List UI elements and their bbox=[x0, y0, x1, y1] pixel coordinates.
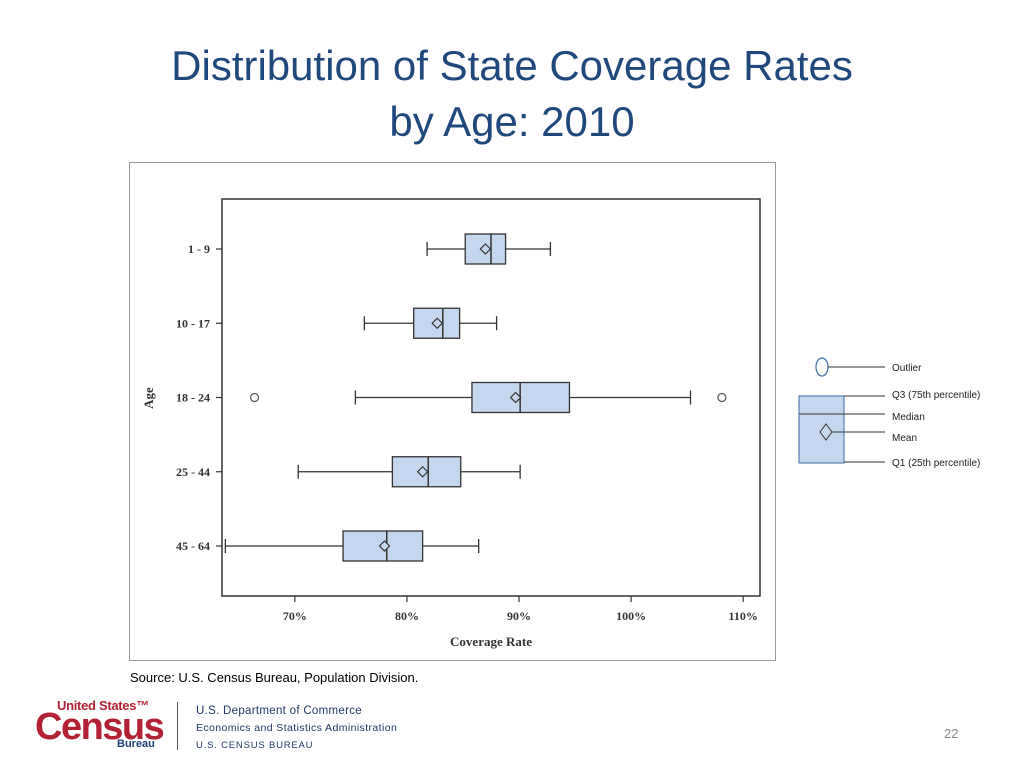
y-tick-label-0: 1 - 9 bbox=[188, 242, 210, 256]
slide-title-line1: Distribution of State Coverage Rates bbox=[171, 42, 853, 89]
x-tick-label-2: 90% bbox=[507, 609, 531, 623]
logo-main-text: Census bbox=[35, 706, 165, 748]
dept-line3: U.S. CENSUS BUREAU bbox=[196, 740, 314, 751]
slide-title: Distribution of State Coverage Rates by … bbox=[0, 38, 1024, 150]
outlier-2-0 bbox=[249, 392, 260, 403]
legend-outlier-marker bbox=[815, 357, 829, 377]
x-tick-label-4: 110% bbox=[729, 609, 758, 623]
outlier-2-1 bbox=[717, 392, 727, 403]
y-axis-label: Age bbox=[141, 387, 156, 409]
page-number: 22 bbox=[944, 726, 959, 741]
chart-frame bbox=[129, 162, 776, 661]
mean-marker-2 bbox=[509, 391, 522, 404]
x-tick-label-1: 80% bbox=[395, 609, 419, 623]
slide-title-line2: by Age: 2010 bbox=[389, 98, 635, 145]
logo-bottom-text: Bureau bbox=[117, 738, 155, 750]
legend-median-label: Median bbox=[892, 412, 925, 423]
department-block: U.S. Department of Commerce Economics an… bbox=[196, 703, 397, 754]
census-logo: United States™ Census Bureau bbox=[35, 698, 165, 753]
legend-outlier-label: Outlier bbox=[892, 363, 922, 374]
legend-q3-label: Q3 (75th percentile) bbox=[892, 390, 980, 401]
dept-line1: U.S. Department of Commerce bbox=[196, 705, 362, 717]
y-tick-label-2: 18 - 24 bbox=[176, 391, 210, 405]
legend: Outlier Q3 (75th percentile) Median Mean… bbox=[798, 357, 980, 469]
x-tick-label-3: 100% bbox=[616, 609, 646, 623]
y-tick-label-1: 10 - 17 bbox=[176, 316, 210, 330]
logo-top-text: United States™ bbox=[57, 698, 149, 713]
x-axis-label: Coverage Rate bbox=[450, 634, 532, 649]
mean-marker-3 bbox=[416, 465, 429, 478]
footer-divider bbox=[177, 702, 178, 750]
x-tick-label-0: 70% bbox=[283, 609, 307, 623]
legend-q1-label: Q1 (25th percentile) bbox=[892, 458, 980, 469]
legend-mean-marker bbox=[819, 423, 833, 441]
mean-marker-0 bbox=[479, 243, 492, 255]
y-tick-label-4: 45 - 64 bbox=[176, 539, 210, 553]
mean-marker-4 bbox=[378, 540, 391, 552]
dept-line2: Economics and Statistics Administration bbox=[196, 722, 398, 734]
legend-mean-label: Mean bbox=[892, 433, 917, 444]
source-note: Source: U.S. Census Bureau, Population D… bbox=[130, 670, 419, 685]
mean-marker-1 bbox=[431, 317, 444, 330]
y-tick-label-3: 25 - 44 bbox=[176, 465, 210, 479]
